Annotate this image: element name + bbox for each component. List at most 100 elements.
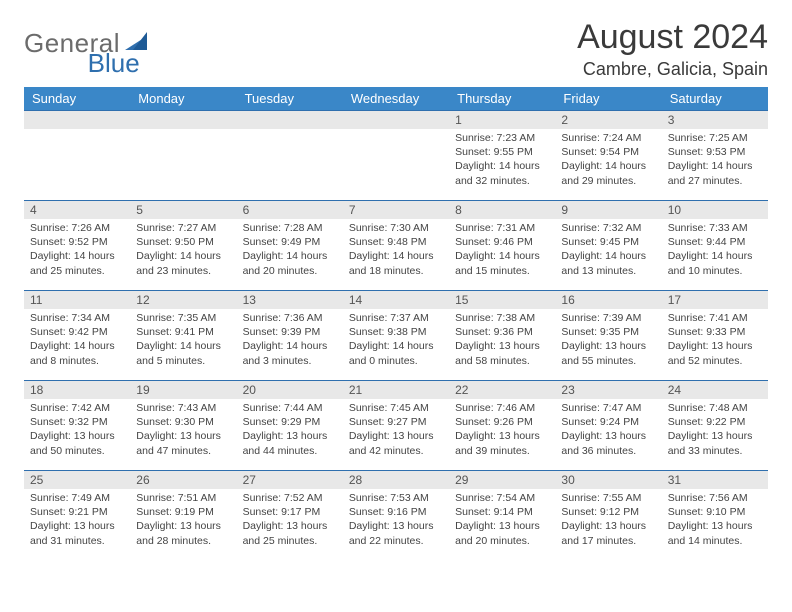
day-number: 6 — [237, 201, 343, 219]
day-number: 18 — [24, 381, 130, 399]
day-number — [130, 111, 236, 129]
daylight-text: Daylight: 13 hours and 28 minutes. — [136, 519, 230, 547]
weekday-header: Tuesday — [237, 87, 343, 111]
day-number: 14 — [343, 291, 449, 309]
day-content: Sunrise: 7:28 AMSunset: 9:49 PMDaylight:… — [237, 219, 343, 282]
sunrise-text: Sunrise: 7:43 AM — [136, 401, 230, 415]
calendar-day-cell: 27Sunrise: 7:52 AMSunset: 9:17 PMDayligh… — [237, 471, 343, 561]
sunset-text: Sunset: 9:17 PM — [243, 505, 337, 519]
sunset-text: Sunset: 9:22 PM — [668, 415, 762, 429]
sunset-text: Sunset: 9:14 PM — [455, 505, 549, 519]
sunset-text: Sunset: 9:29 PM — [243, 415, 337, 429]
day-number — [237, 111, 343, 129]
day-number: 27 — [237, 471, 343, 489]
sunset-text: Sunset: 9:44 PM — [668, 235, 762, 249]
sunset-text: Sunset: 9:19 PM — [136, 505, 230, 519]
calendar-day-cell: 9Sunrise: 7:32 AMSunset: 9:45 PMDaylight… — [555, 201, 661, 291]
day-number: 31 — [662, 471, 768, 489]
daylight-text: Daylight: 14 hours and 18 minutes. — [349, 249, 443, 277]
daylight-text: Daylight: 13 hours and 25 minutes. — [243, 519, 337, 547]
day-number: 7 — [343, 201, 449, 219]
calendar-day-cell: 22Sunrise: 7:46 AMSunset: 9:26 PMDayligh… — [449, 381, 555, 471]
calendar-day-cell: 6Sunrise: 7:28 AMSunset: 9:49 PMDaylight… — [237, 201, 343, 291]
sunset-text: Sunset: 9:53 PM — [668, 145, 762, 159]
sunset-text: Sunset: 9:36 PM — [455, 325, 549, 339]
day-content: Sunrise: 7:38 AMSunset: 9:36 PMDaylight:… — [449, 309, 555, 372]
daylight-text: Daylight: 14 hours and 0 minutes. — [349, 339, 443, 367]
sunset-text: Sunset: 9:46 PM — [455, 235, 549, 249]
day-content: Sunrise: 7:33 AMSunset: 9:44 PMDaylight:… — [662, 219, 768, 282]
calendar-day-cell: 14 Sunrise: 7:37 AMSunset: 9:38 PMDayligh… — [343, 291, 449, 381]
calendar-day-cell: 8Sunrise: 7:31 AMSunset: 9:46 PMDaylight… — [449, 201, 555, 291]
daylight-text: Daylight: 14 hours and 3 minutes. — [243, 339, 337, 367]
sunset-text: Sunset: 9:35 PM — [561, 325, 655, 339]
daylight-text: Daylight: 14 hours and 20 minutes. — [243, 249, 337, 277]
day-content: Sunrise: 7:25 AMSunset: 9:53 PMDaylight:… — [662, 129, 768, 192]
calendar-day-cell: 13Sunrise: 7:36 AMSunset: 9:39 PMDayligh… — [237, 291, 343, 381]
calendar-day-cell: 26Sunrise: 7:51 AMSunset: 9:19 PMDayligh… — [130, 471, 236, 561]
calendar-day-cell: 25Sunrise: 7:49 AMSunset: 9:21 PMDayligh… — [24, 471, 130, 561]
day-number: 24 — [662, 381, 768, 399]
day-content: Sunrise: 7:52 AMSunset: 9:17 PMDaylight:… — [237, 489, 343, 552]
sunset-text: Sunset: 9:33 PM — [668, 325, 762, 339]
weekday-header: Monday — [130, 87, 236, 111]
day-content: Sunrise: 7:32 AMSunset: 9:45 PMDaylight:… — [555, 219, 661, 282]
daylight-text: Daylight: 13 hours and 39 minutes. — [455, 429, 549, 457]
sunrise-text: Sunrise: 7:34 AM — [30, 311, 124, 325]
sunset-text: Sunset: 9:12 PM — [561, 505, 655, 519]
sunset-text: Sunset: 9:21 PM — [30, 505, 124, 519]
day-content: Sunrise: 7:27 AMSunset: 9:50 PMDaylight:… — [130, 219, 236, 282]
daylight-text: Daylight: 14 hours and 13 minutes. — [561, 249, 655, 277]
calendar-day-cell: 2Sunrise: 7:24 AMSunset: 9:54 PMDaylight… — [555, 111, 661, 201]
calendar-day-cell: 15Sunrise: 7:38 AMSunset: 9:36 PMDayligh… — [449, 291, 555, 381]
sunrise-text: Sunrise: 7:45 AM — [349, 401, 443, 415]
day-number: 19 — [130, 381, 236, 399]
daylight-text: Daylight: 13 hours and 47 minutes. — [136, 429, 230, 457]
sunset-text: Sunset: 9:38 PM — [349, 325, 443, 339]
sunset-text: Sunset: 9:39 PM — [243, 325, 337, 339]
sunrise-text: Sunrise: 7:27 AM — [136, 221, 230, 235]
sunset-text: Sunset: 9:10 PM — [668, 505, 762, 519]
sunrise-text: Sunrise: 7:36 AM — [243, 311, 337, 325]
sunrise-text: Sunrise: 7:41 AM — [668, 311, 762, 325]
daylight-text: Daylight: 14 hours and 32 minutes. — [455, 159, 549, 187]
calendar-day-cell — [343, 111, 449, 201]
day-content: Sunrise: 7:54 AMSunset: 9:14 PMDaylight:… — [449, 489, 555, 552]
sunrise-text: Sunrise: 7:23 AM — [455, 131, 549, 145]
calendar-day-cell: 5Sunrise: 7:27 AMSunset: 9:50 PMDaylight… — [130, 201, 236, 291]
calendar-day-cell: 18Sunrise: 7:42 AMSunset: 9:32 PMDayligh… — [24, 381, 130, 471]
day-content: Sunrise: 7:35 AMSunset: 9:41 PMDaylight:… — [130, 309, 236, 372]
calendar-table: SundayMondayTuesdayWednesdayThursdayFrid… — [24, 87, 768, 561]
day-number: 26 — [130, 471, 236, 489]
sunrise-text: Sunrise: 7:37 AM — [349, 311, 443, 325]
sunrise-text: Sunrise: 7:53 AM — [349, 491, 443, 505]
calendar-day-cell: 20Sunrise: 7:44 AMSunset: 9:29 PMDayligh… — [237, 381, 343, 471]
calendar-week-row: 11Sunrise: 7:34 AMSunset: 9:42 PMDayligh… — [24, 291, 768, 381]
calendar-day-cell: 28Sunrise: 7:53 AMSunset: 9:16 PMDayligh… — [343, 471, 449, 561]
day-number: 2 — [555, 111, 661, 129]
daylight-text: Daylight: 13 hours and 42 minutes. — [349, 429, 443, 457]
calendar-body: 1Sunrise: 7:23 AMSunset: 9:55 PMDaylight… — [24, 111, 768, 561]
day-number: 17 — [662, 291, 768, 309]
daylight-text: Daylight: 13 hours and 33 minutes. — [668, 429, 762, 457]
calendar-week-row: 4Sunrise: 7:26 AMSunset: 9:52 PMDaylight… — [24, 201, 768, 291]
calendar-day-cell: 1Sunrise: 7:23 AMSunset: 9:55 PMDaylight… — [449, 111, 555, 201]
daylight-text: Daylight: 13 hours and 50 minutes. — [30, 429, 124, 457]
daylight-text: Daylight: 13 hours and 36 minutes. — [561, 429, 655, 457]
weekday-header: Saturday — [662, 87, 768, 111]
daylight-text: Daylight: 13 hours and 20 minutes. — [455, 519, 549, 547]
sunrise-text: Sunrise: 7:42 AM — [30, 401, 124, 415]
day-content: Sunrise: 7:48 AMSunset: 9:22 PMDaylight:… — [662, 399, 768, 462]
day-content: Sunrise: 7:45 AMSunset: 9:27 PMDaylight:… — [343, 399, 449, 462]
daylight-text: Daylight: 14 hours and 10 minutes. — [668, 249, 762, 277]
sunrise-text: Sunrise: 7:25 AM — [668, 131, 762, 145]
sunrise-text: Sunrise: 7:56 AM — [668, 491, 762, 505]
day-number: 30 — [555, 471, 661, 489]
day-content: Sunrise: 7:36 AMSunset: 9:39 PMDaylight:… — [237, 309, 343, 372]
day-number: 29 — [449, 471, 555, 489]
calendar-day-cell: 17Sunrise: 7:41 AMSunset: 9:33 PMDayligh… — [662, 291, 768, 381]
daylight-text: Daylight: 13 hours and 17 minutes. — [561, 519, 655, 547]
sunset-text: Sunset: 9:16 PM — [349, 505, 443, 519]
sunrise-text: Sunrise: 7:26 AM — [30, 221, 124, 235]
sunrise-text: Sunrise: 7:48 AM — [668, 401, 762, 415]
